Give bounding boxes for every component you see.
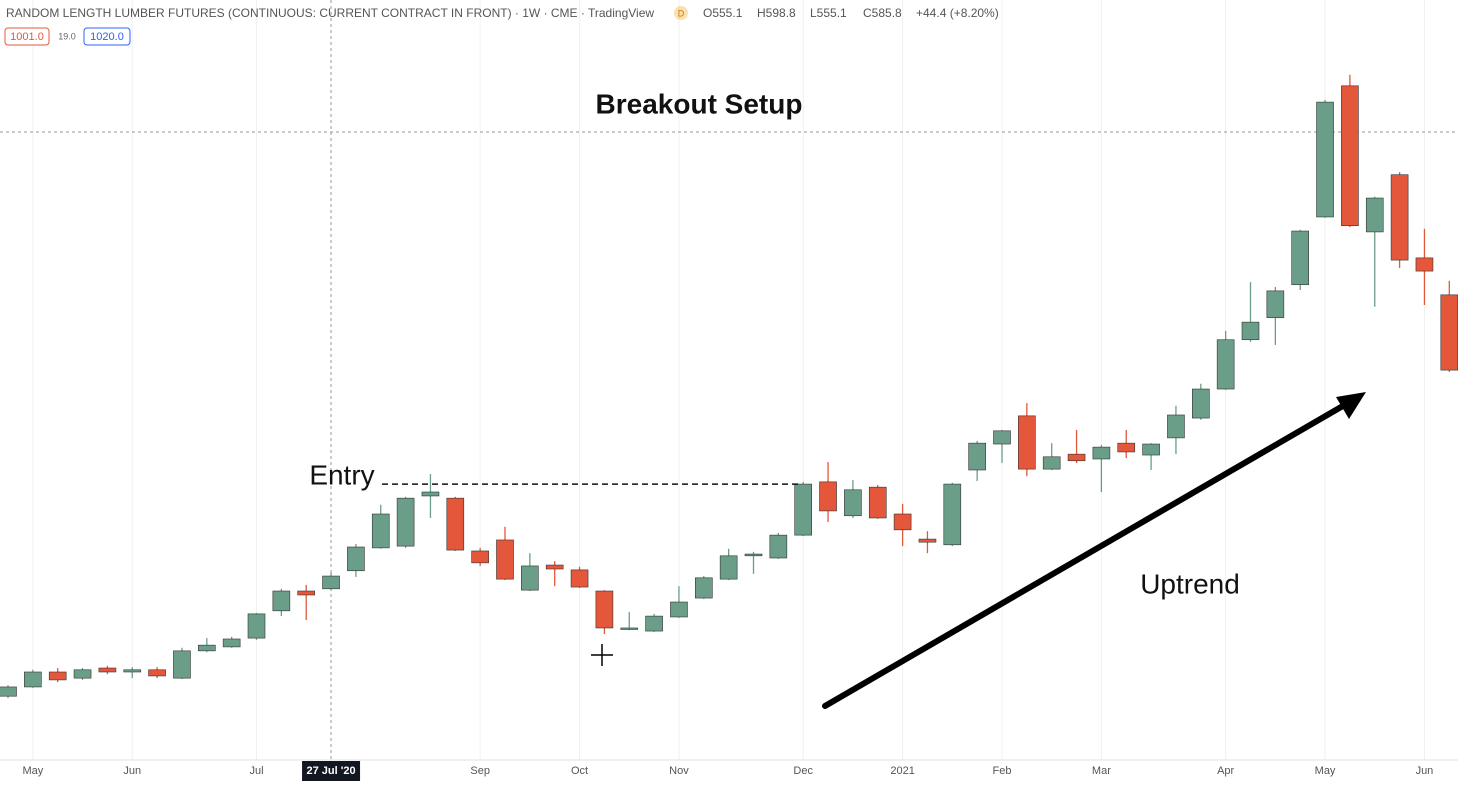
candle-body: [620, 627, 639, 630]
ohlc-high: H598.8: [757, 6, 796, 20]
ohlc-low: L555.1: [810, 6, 847, 20]
annotation: Entry: [309, 459, 374, 490]
x-tick-label: May: [22, 765, 43, 777]
candle-body: [1216, 339, 1235, 390]
candle-body: [98, 667, 117, 673]
candle-body: [396, 497, 415, 547]
annotation: Uptrend: [1140, 568, 1240, 599]
x-tick-label: Feb: [993, 765, 1012, 777]
x-tick-label: 2021: [890, 765, 914, 777]
candle-body: [943, 483, 962, 546]
x-axis: May Jun Jul 27 Jul '20 Sep Oct Nov Dec 2021 Feb Ma…: [22, 761, 1433, 781]
annotation: Breakout Setup: [596, 88, 803, 119]
ohlc-open: O555.1: [703, 6, 743, 20]
candle-body: [173, 650, 191, 679]
candle-body: [1316, 101, 1334, 218]
candle-body: [48, 671, 67, 681]
candle-body: [521, 565, 539, 591]
crosshair-label-bg: [302, 761, 361, 781]
x-tick-label: Jun: [1416, 765, 1434, 777]
candle-body: [993, 430, 1011, 445]
candle-body: [272, 590, 291, 612]
candle-body: [1117, 442, 1136, 453]
x-tick-label: Apr: [1217, 765, 1234, 777]
candle-body: [719, 555, 738, 580]
candle-body: [918, 538, 937, 543]
candle-body: [1167, 414, 1185, 439]
candle-body: [1192, 388, 1210, 419]
candle-body: [595, 590, 614, 629]
candle-body: [1042, 456, 1061, 470]
x-tick-label: Mar: [1092, 765, 1111, 777]
candle-body: [471, 550, 489, 564]
candle-body: [1092, 446, 1111, 460]
x-tick-label: Oct: [571, 765, 588, 777]
candle-body: [694, 577, 713, 599]
trend-arrow: [822, 400, 1351, 709]
ohlc-close: C585.8: [863, 6, 902, 20]
candle-body: [570, 569, 589, 588]
x-tick-label: Sep: [470, 765, 490, 777]
candle-body: [844, 489, 862, 517]
candle-body: [247, 613, 266, 639]
x-axis-strip: [0, 760, 1458, 785]
x-tick-label: Jul: [249, 765, 263, 777]
sell-button[interactable]: [4, 27, 50, 46]
candle-body: [297, 590, 316, 596]
candle-body: [1067, 453, 1086, 462]
candle-body: [24, 671, 42, 688]
candle-body: [893, 513, 912, 531]
badge-icon: [674, 6, 688, 20]
candle-body: [123, 669, 142, 673]
candle-body: [1291, 230, 1309, 286]
candle-body: [645, 615, 663, 632]
badge: D: [678, 8, 685, 18]
candle-body: [1341, 85, 1359, 227]
candle-body: [198, 644, 216, 652]
candle-body: [347, 546, 365, 572]
candles: [0, 74, 1458, 698]
candle-body: [421, 491, 440, 497]
candle-body: [496, 539, 514, 580]
arrow-head: [1336, 392, 1366, 419]
spread: 19.0: [58, 31, 76, 41]
candle-body: [819, 481, 837, 512]
x-tick-label: May: [1315, 765, 1336, 777]
candle-body: [968, 442, 986, 471]
candle-body: [794, 483, 813, 536]
candle-body: [371, 513, 390, 549]
candle-body: [1266, 290, 1285, 319]
candle-body: [1241, 321, 1260, 341]
candle-body: [73, 669, 92, 679]
x-tick-label: 27 Jul '20: [307, 765, 356, 777]
chart-title: RANDOM LENGTH LUMBER FUTURES (CONTINUOUS…: [6, 6, 654, 20]
candle-body: [545, 564, 564, 570]
grid: [32, 0, 1425, 760]
candle-body: [1365, 197, 1384, 233]
candle-body: [322, 575, 340, 590]
candle-body: [446, 497, 465, 551]
candle-body: [670, 601, 688, 618]
ohlc-change: +44.4 (+8.20%): [916, 6, 999, 20]
candle-body: [1018, 415, 1036, 470]
x-tick-label: Dec: [793, 765, 813, 777]
candle-body: [222, 638, 241, 648]
candle-body: [744, 553, 763, 557]
candle-body: [868, 486, 887, 519]
x-tick-label: Nov: [669, 765, 689, 777]
x-tick-label: Jun: [123, 765, 141, 777]
candle-body: [1142, 443, 1160, 456]
candle-body: [1440, 294, 1458, 371]
candle-body: [148, 669, 166, 677]
buy-price[interactable]: 1020.0: [90, 31, 124, 43]
sell-price[interactable]: 1001.0: [10, 31, 44, 43]
candle-body: [1415, 257, 1434, 272]
buy-button[interactable]: [83, 27, 131, 46]
candle-body: [1390, 174, 1409, 261]
candle-body: [769, 534, 788, 559]
candle-body: [0, 686, 17, 697]
